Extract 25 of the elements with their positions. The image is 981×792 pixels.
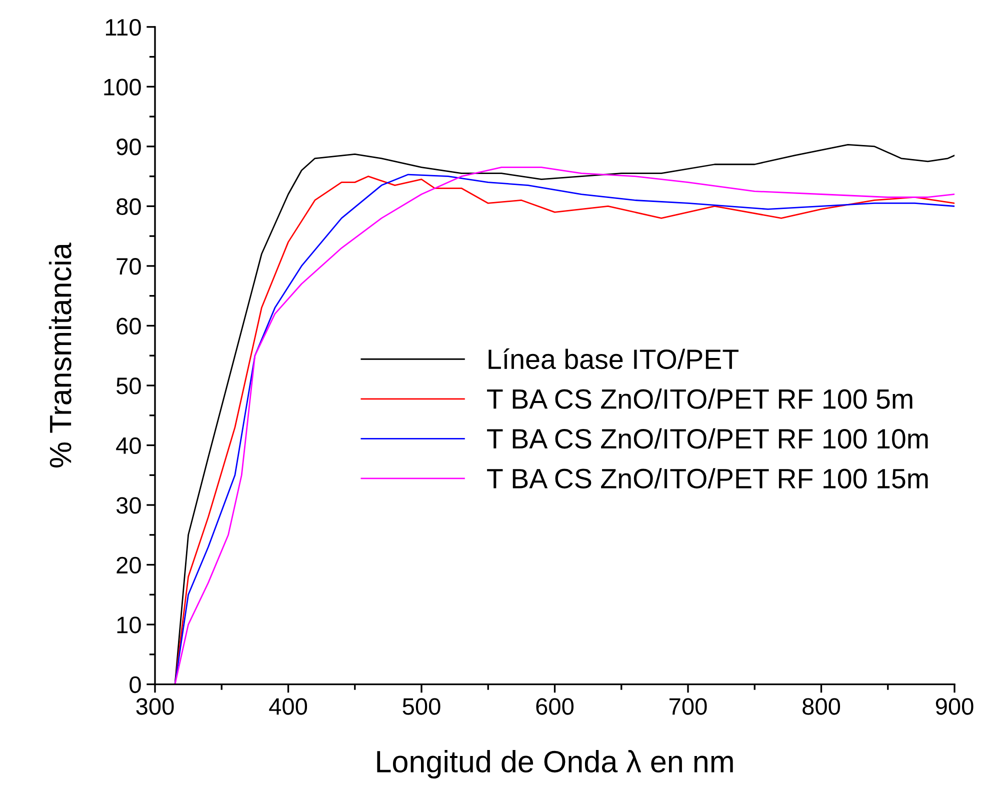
y-tick-label: 20 [116, 556, 141, 574]
y-tick-label: 40 [116, 437, 141, 454]
x-tick-label: 500 [402, 698, 440, 715]
y-tick-label: 50 [116, 378, 141, 394]
x-tick-label: 700 [670, 698, 707, 715]
legend-label: T BA CS ZnO/ITO/PET RF 100 15m [487, 468, 928, 488]
y-tick-label: 70 [116, 258, 141, 275]
legend-label: Línea base ITO/PET [488, 348, 739, 370]
legend-label: T BA CS ZnO/ITO/PET RF 100 10m [487, 428, 928, 449]
x-tick-label: 300 [136, 698, 174, 715]
x-tick-label: 400 [269, 698, 308, 715]
y-tick-label: 80 [116, 198, 141, 215]
legend-label: T BA CS ZnO/ITO/PET RF 100 5m [487, 388, 912, 409]
y-tick-label: 60 [116, 318, 141, 335]
y-tick-label: 90 [116, 138, 141, 156]
x-tick-label: 900 [936, 698, 974, 715]
x-tick-label: 800 [802, 698, 840, 715]
y-tick-label: 100 [104, 78, 141, 96]
y-tick-label: 10 [117, 616, 141, 634]
y-axis-title: % Transmitancia [48, 242, 72, 468]
y-tick-label: 0 [130, 676, 141, 694]
x-tick-label: 600 [536, 698, 574, 715]
x-axis-title: Longitud de Onda λ en nm [377, 750, 733, 779]
y-tick-label: 30 [116, 497, 141, 514]
y-tick-label: 110 [106, 18, 141, 36]
